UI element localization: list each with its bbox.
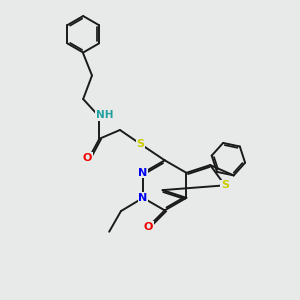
Text: S: S — [136, 139, 145, 149]
Text: S: S — [221, 180, 229, 190]
Text: NH: NH — [96, 110, 113, 120]
Text: N: N — [138, 193, 148, 203]
Text: O: O — [83, 153, 92, 163]
Text: O: O — [144, 222, 153, 232]
Text: N: N — [138, 168, 148, 178]
